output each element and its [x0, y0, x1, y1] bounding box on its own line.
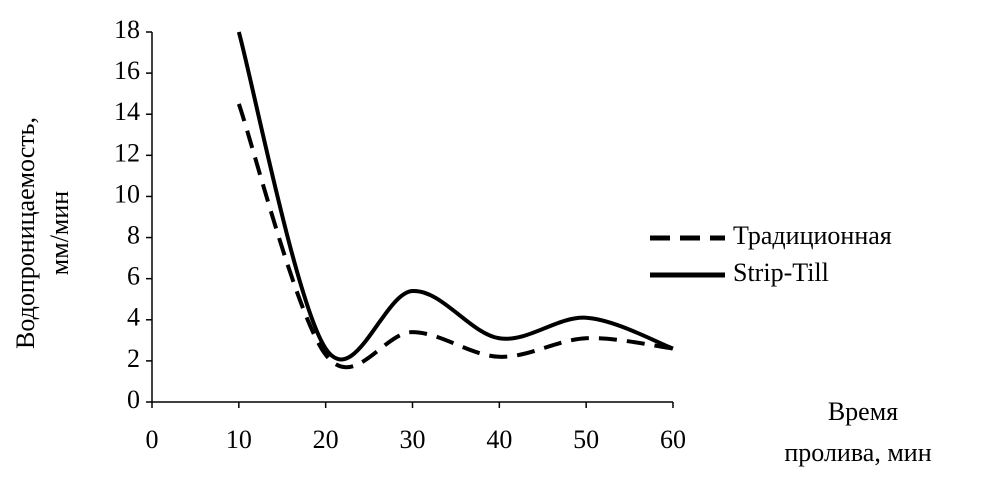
y-axis-label: мм/мин [45, 191, 74, 275]
y-axis-label: Водопроницаемость, [11, 117, 40, 349]
x-tick-label: 0 [146, 425, 159, 454]
x-tick-label: 20 [313, 425, 339, 454]
x-tick-label: 50 [573, 425, 599, 454]
x-axis-label: Время [828, 397, 898, 426]
y-tick-label: 4 [127, 303, 140, 332]
x-tick-label: 60 [660, 425, 686, 454]
y-tick-label: 12 [114, 138, 140, 167]
y-tick-label: 0 [127, 385, 140, 414]
line-series [236, 103, 674, 370]
y-tick-label: 8 [127, 221, 140, 250]
y-tick-label: 10 [114, 179, 140, 208]
x-axis-label: пролива, мин [784, 438, 931, 467]
y-tick-label: 6 [127, 262, 140, 291]
y-tick-label: 18 [114, 15, 140, 44]
x-tick-label: 10 [226, 425, 252, 454]
line-series [236, 31, 674, 362]
x-tick-label: 40 [486, 425, 512, 454]
y-tick-label: 2 [127, 344, 140, 373]
legend-label: Strip-Till [733, 258, 829, 287]
x-tick-label: 30 [400, 425, 426, 454]
y-tick-label: 16 [114, 56, 140, 85]
y-tick-label: 14 [114, 97, 140, 126]
legend-label: Традиционная [733, 221, 892, 250]
